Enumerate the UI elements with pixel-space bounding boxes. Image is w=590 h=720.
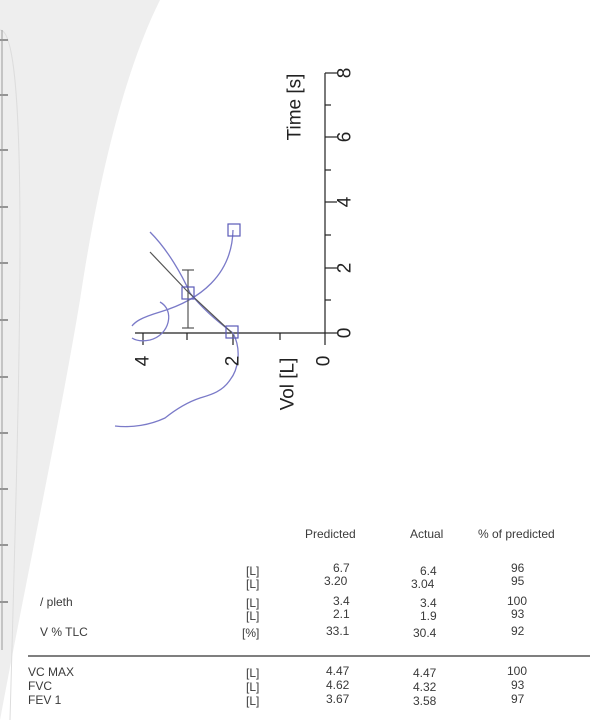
actual-cell: 1.9 (420, 609, 437, 623)
fit-lines (149, 251, 233, 334)
percent-cell: 92 (511, 624, 525, 638)
vol-tick-label: 4 (132, 355, 154, 367)
time-axis-title: Time [s] (284, 73, 306, 141)
percent-cell: 100 (507, 594, 528, 608)
vol-axis-title: Vol [L] (277, 357, 299, 411)
time-tick-label: 6 (334, 131, 356, 143)
unit-cell: [%] (242, 626, 260, 640)
unit-cell: [L] (246, 577, 260, 591)
actual-cell: 4.47 (413, 666, 437, 680)
predicted-cell: 33.1 (326, 624, 350, 638)
header-actual: Actual (410, 527, 444, 541)
percent-cell: 96 (511, 561, 525, 575)
row-label: FEV 1 (28, 693, 62, 707)
percent-cell: 97 (511, 692, 525, 706)
time-tick-label: 2 (334, 262, 356, 274)
time-tick-label: 4 (334, 196, 356, 208)
unit-cell: [L] (246, 680, 260, 694)
header-percent: % of predicted (478, 527, 555, 541)
spirometry-curves (114, 229, 239, 428)
actual-cell: 4.32 (413, 680, 437, 694)
predicted-cell: 2.1 (333, 607, 350, 621)
percent-cell: 93 (511, 678, 525, 692)
predicted-cell: 6.7 (333, 561, 350, 575)
page-curl-edge (0, 29, 21, 720)
percent-cell: 93 (511, 607, 525, 621)
unit-cell: [L] (246, 666, 260, 680)
predicted-cell: 3.4 (333, 594, 350, 608)
header-predicted: Predicted (305, 527, 356, 541)
actual-cell: 3.58 (413, 694, 437, 708)
actual-cell: 3.04 (411, 577, 435, 591)
data-markers (181, 223, 241, 339)
percent-cell: 100 (507, 664, 528, 678)
percent-cell: 95 (511, 574, 525, 588)
actual-cell: 6.4 (420, 564, 437, 578)
row-label: V % TLC (40, 625, 88, 639)
unit-cell: [L] (246, 609, 260, 623)
vol-axis (135, 332, 326, 345)
unit-cell: [L] (246, 596, 260, 610)
unit-cell: [L] (246, 694, 260, 708)
time-tick-label: 8 (334, 67, 356, 79)
vol-tick-label: 2 (222, 355, 244, 367)
predicted-cell: 3.67 (326, 692, 350, 706)
row-label: / pleth (40, 595, 73, 609)
actual-cell: 30.4 (413, 626, 437, 640)
page-curl-shadow (0, 0, 160, 720)
vol-tick-label: 0 (313, 355, 335, 367)
predicted-cell: 3.20 (324, 574, 348, 588)
predicted-cell: 4.47 (326, 664, 350, 678)
predicted-cell: 4.62 (326, 678, 350, 692)
row-label: FVC (28, 679, 52, 693)
actual-cell: 3.4 (420, 596, 437, 610)
unit-cell: [L] (246, 564, 260, 578)
left-ruler (0, 30, 8, 650)
time-axis (324, 72, 337, 334)
row-label: VC MAX (28, 665, 75, 679)
time-tick-label: 0 (334, 327, 356, 339)
